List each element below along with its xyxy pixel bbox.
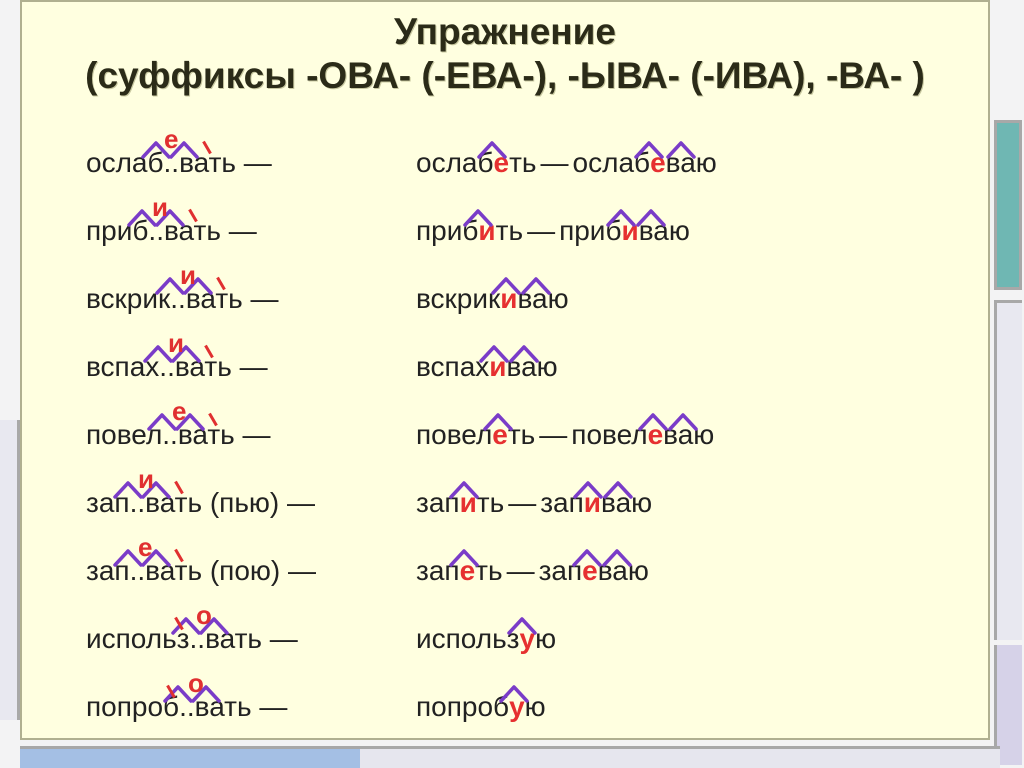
answer-word: вспахиваю xyxy=(416,351,558,383)
answer-word: запить xyxy=(416,487,504,519)
decor-gray-r xyxy=(994,300,1022,640)
exercise-row: приб..вать —иприбить — прибиваю xyxy=(86,185,978,253)
highlight-letter: у xyxy=(509,691,525,722)
highlight-letter: и xyxy=(621,215,638,246)
decor-teal xyxy=(994,120,1022,290)
prompt-word: повел..вать —е xyxy=(86,419,416,457)
prompt-word: ослаб..вать —е xyxy=(86,147,416,185)
answer-word: ослабеть xyxy=(416,147,537,179)
highlight-letter: е xyxy=(648,419,664,450)
answer-phrase: запеть — запеваю xyxy=(416,555,978,593)
answer-phrase: повелеть — повелеваю xyxy=(416,419,978,457)
decor-blue-b xyxy=(20,746,360,768)
answer-word: повелеть xyxy=(416,419,535,451)
prompt-word: зап..вать (пью) —и xyxy=(86,487,416,525)
highlight-letter: и xyxy=(584,487,601,518)
highlight-letter: е xyxy=(492,419,508,450)
prompt-word: вспах..вать —и xyxy=(86,351,416,389)
answer-word: ослабеваю xyxy=(573,147,717,179)
answer-word: — xyxy=(504,487,540,519)
answer-phrase: прибить — прибиваю xyxy=(416,215,978,253)
answer-word: прибиваю xyxy=(559,215,690,247)
exercise-row: попроб..вать —опопробую xyxy=(86,661,978,729)
highlight-letter: е xyxy=(494,147,510,178)
title-line-2: (суффиксы -ОВА- (-ЕВА-), -ЫВА- (-ИВА), -… xyxy=(32,54,978,98)
exercise-content: ослаб..вать —еослабеть — ослабеваюприб..… xyxy=(22,103,988,729)
decor-gray-b xyxy=(360,746,1000,768)
exercise-row: зап..вать (пью) —изапить — запиваю xyxy=(86,457,978,525)
exercise-row: вспах..вать —ивспахиваю xyxy=(86,321,978,389)
answer-phrase: использую xyxy=(416,623,978,661)
answer-word: — xyxy=(537,147,573,179)
answer-word: вскрикиваю xyxy=(416,283,569,315)
answer-word: запиваю xyxy=(540,487,652,519)
prompt-word: использ..вать —о xyxy=(86,623,416,661)
answer-word: попробую xyxy=(416,691,546,723)
exercise-row: зап..вать (пою) —езапеть — запеваю xyxy=(86,525,978,593)
exercise-row: ослаб..вать —еослабеть — ослабеваю xyxy=(86,117,978,185)
highlight-letter: е xyxy=(650,147,666,178)
prompt-word: приб..вать —и xyxy=(86,215,416,253)
answer-word: повелеваю xyxy=(571,419,714,451)
highlight-letter: у xyxy=(520,623,536,654)
exercise-row: повел..вать —еповелеть — повелеваю xyxy=(86,389,978,457)
answer-phrase: запить — запиваю xyxy=(416,487,978,525)
answer-phrase: ослабеть — ослабеваю xyxy=(416,147,978,185)
exercise-row: использ..вать —оиспользую xyxy=(86,593,978,661)
highlight-letter: е xyxy=(582,555,598,586)
answer-phrase: попробую xyxy=(416,691,978,729)
prompt-word: вскрик..вать —и xyxy=(86,283,416,321)
answer-word: — xyxy=(535,419,571,451)
prompt-word: зап..вать (пою) —е xyxy=(86,555,416,593)
highlight-letter: и xyxy=(489,351,506,382)
highlight-letter: и xyxy=(500,283,517,314)
slide: Упражнение (суффиксы -ОВА- (-ЕВА-), -ЫВА… xyxy=(20,0,990,740)
answer-word: запеваю xyxy=(539,555,649,587)
answer-word: — xyxy=(523,215,559,247)
highlight-letter: е xyxy=(460,555,476,586)
answer-word: прибить xyxy=(416,215,523,247)
highlight-letter: и xyxy=(460,487,477,518)
title-block: Упражнение (суффиксы -ОВА- (-ЕВА-), -ЫВА… xyxy=(22,2,988,103)
decor-left xyxy=(0,420,20,720)
prompt-word: попроб..вать —о xyxy=(86,691,416,729)
title-line-1: Упражнение xyxy=(32,10,978,54)
answer-word: запеть xyxy=(416,555,503,587)
answer-phrase: вскрикиваю xyxy=(416,283,978,321)
answer-phrase: вспахиваю xyxy=(416,351,978,389)
answer-word: — xyxy=(503,555,539,587)
highlight-letter: и xyxy=(478,215,495,246)
answer-word: использую xyxy=(416,623,556,655)
exercise-row: вскрик..вать —ивскрикиваю xyxy=(86,253,978,321)
